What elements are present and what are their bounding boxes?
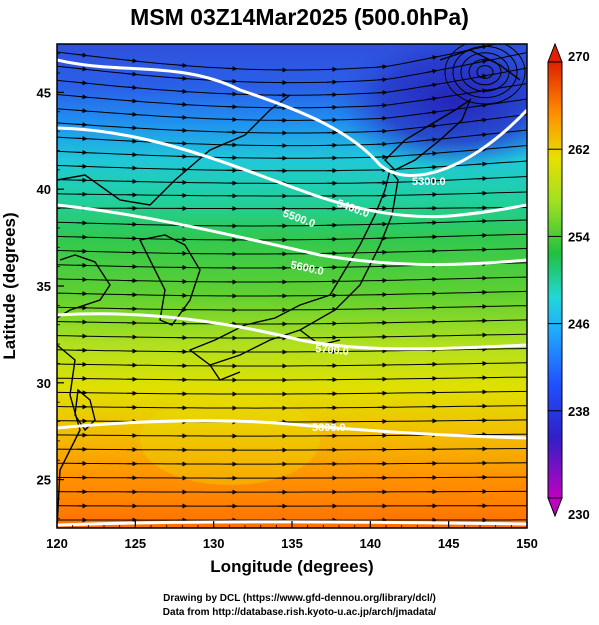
streamline-arrow <box>176 88 188 94</box>
y-tick-label: 35 <box>37 279 51 294</box>
x-tick-label: 150 <box>516 536 538 551</box>
contour-5800 <box>57 520 527 527</box>
streamline-arrow <box>76 136 88 142</box>
streamline-arrow <box>176 114 188 120</box>
streamline-arrow <box>426 164 438 170</box>
colorbar-min-label: 230 <box>568 507 590 522</box>
x-tick-label: 135 <box>281 536 303 551</box>
streamline-arrow <box>126 58 138 64</box>
x-tick-label: 125 <box>124 536 146 551</box>
streamline-arrow <box>426 109 438 115</box>
low-circulation <box>460 52 510 92</box>
contour-5700 <box>57 419 527 440</box>
colorbar-min-arrow <box>547 497 563 518</box>
streamline-arrow <box>76 80 88 86</box>
colorbar-tick-label: 254 <box>568 229 590 244</box>
streamline-arrow <box>76 94 88 100</box>
coast-asia-north <box>57 94 291 206</box>
low-circulation <box>444 44 526 105</box>
x-axis: 120 125 130 135 140 145 150 <box>46 521 538 551</box>
contour-5500 <box>57 203 527 267</box>
coast-kamchatka <box>439 49 521 81</box>
streamline-arrow <box>476 103 488 108</box>
x-tick-label: 140 <box>359 536 381 551</box>
contour-5600 <box>57 312 527 351</box>
y-tick-label: 40 <box>37 182 51 197</box>
coast-china-bohai <box>57 254 111 319</box>
x-tick-label: 120 <box>46 536 68 551</box>
colorbar-max-arrow <box>547 42 563 63</box>
colorbar: 238 246 254 262 270 230 <box>547 42 590 522</box>
streamline-arrow <box>76 122 88 128</box>
streamline-arrow <box>476 73 488 79</box>
streamline-arrow <box>126 71 138 77</box>
streamline-arrow <box>476 132 488 138</box>
streamline-arrow <box>76 108 88 114</box>
contour-5400 <box>57 126 527 219</box>
streamline-arrow <box>376 77 388 83</box>
low-circulation <box>452 45 518 99</box>
streamline-arrow <box>476 161 488 167</box>
streamline-arrow <box>376 64 388 70</box>
streamline-arrow <box>176 62 188 68</box>
streamline-arrow <box>426 137 438 143</box>
streamline-arrow <box>376 115 388 121</box>
cold-low-region <box>335 44 527 170</box>
x-axis-label: Longitude (degrees) <box>210 557 374 576</box>
streamline-arrow <box>126 98 138 104</box>
streamline-arrow <box>476 117 488 123</box>
map-title: MSM 03Z14Mar2025 (500.0hPa) <box>130 4 469 30</box>
streamline-arrow <box>426 150 438 156</box>
y-axis-label: Latitude (degrees) <box>0 212 19 360</box>
streamline-arrow <box>426 123 438 129</box>
low-circulation <box>476 65 494 79</box>
streamline-arrow <box>426 68 438 74</box>
contour-label-5700: 5700.0 <box>315 343 350 358</box>
streamline-arrow <box>76 66 88 72</box>
streamline-arrow <box>426 82 438 88</box>
x-tick-label: 145 <box>438 536 460 551</box>
streamline-arrow <box>126 85 138 91</box>
y-tick-label: 25 <box>37 473 51 488</box>
streamline-arrow <box>426 96 438 102</box>
contour-label-5800: 5800.0 <box>312 422 346 434</box>
streamline-arrow <box>476 59 488 65</box>
height-contours <box>57 58 527 527</box>
colorbar-max-label: 270 <box>568 49 590 64</box>
streamline-arrow <box>126 111 138 117</box>
streamline-arrow <box>76 52 88 58</box>
contour-label-5300: 5300.0 <box>412 176 446 188</box>
contour-5300 <box>57 58 527 178</box>
streamline-arrow <box>426 55 438 61</box>
coast-korea <box>138 234 201 326</box>
credits: Drawing by DCL (https://www.gfd-dennou.o… <box>0 592 599 620</box>
streamline-arrow <box>376 102 388 108</box>
streamline-arrow <box>376 90 388 96</box>
colorbar-tick-label: 246 <box>568 317 590 332</box>
colorbar-tick-label: 262 <box>568 142 590 157</box>
coast-shikoku <box>299 329 341 346</box>
streamline-arrow <box>126 125 138 131</box>
low-circulation <box>468 58 502 86</box>
colorbar-tick-label: 238 <box>568 404 590 419</box>
coast-hokkaido <box>384 98 472 171</box>
y-tick-label: 30 <box>37 376 51 391</box>
y-axis: 25 30 35 40 45 <box>37 53 64 519</box>
y-tick-label: 45 <box>37 85 51 100</box>
streamline-arrow <box>176 75 188 81</box>
colorbar-scale <box>547 61 563 499</box>
credit-drawing: Drawing by DCL (https://www.gfd-dennou.o… <box>163 593 436 604</box>
x-tick-label: 130 <box>203 536 225 551</box>
credit-data: Data from http://database.rish.kyoto-u.a… <box>162 607 437 618</box>
streamline-arrow <box>176 101 188 107</box>
